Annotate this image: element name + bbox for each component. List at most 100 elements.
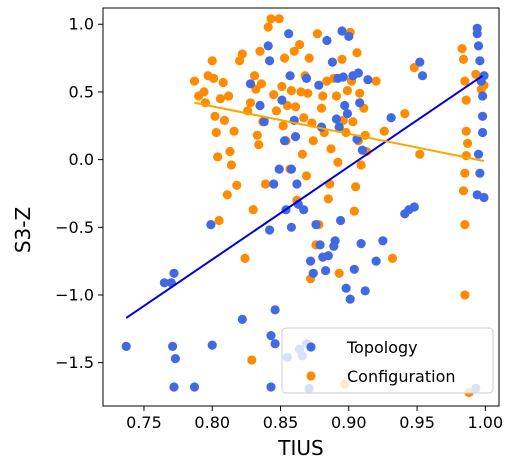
- point-topology: [274, 164, 284, 174]
- point-topology: [478, 91, 488, 101]
- point-configuration: [214, 215, 224, 226]
- y-axis-label: S3-Z: [11, 207, 35, 253]
- point-topology: [340, 100, 350, 111]
- point-configuration: [351, 182, 361, 192]
- point-topology: [337, 26, 347, 36]
- y-tick-label: −0.5: [55, 218, 94, 237]
- point-topology: [255, 100, 265, 111]
- legend: Topology Configuration: [281, 327, 494, 394]
- point-topology: [353, 68, 363, 78]
- point-topology: [308, 268, 318, 278]
- point-configuration: [266, 14, 276, 24]
- point-configuration: [229, 126, 239, 136]
- point-configuration: [248, 205, 258, 215]
- point-configuration: [255, 46, 265, 56]
- point-configuration: [263, 22, 273, 32]
- point-topology: [168, 341, 178, 351]
- point-configuration: [213, 152, 223, 162]
- point-configuration: [210, 111, 220, 121]
- point-topology: [475, 168, 485, 178]
- point-configuration: [318, 91, 328, 101]
- point-topology: [169, 268, 179, 278]
- point-configuration: [199, 87, 209, 97]
- point-topology: [237, 314, 247, 324]
- point-configuration: [471, 69, 481, 79]
- point-topology: [121, 341, 131, 351]
- point-configuration: [400, 109, 410, 119]
- point-topology: [207, 340, 217, 350]
- point-topology: [473, 149, 484, 159]
- point-topology: [189, 382, 200, 392]
- fit-line-configuration: [194, 101, 485, 162]
- point-topology: [263, 41, 273, 51]
- point-configuration: [209, 73, 219, 83]
- point-topology: [417, 71, 428, 81]
- point-configuration: [245, 98, 256, 108]
- point-configuration: [355, 88, 365, 98]
- point-configuration: [387, 253, 398, 263]
- point-topology: [299, 205, 309, 215]
- point-topology: [159, 278, 169, 288]
- x-tick-label: 0.95: [399, 413, 435, 432]
- point-configuration: [250, 71, 260, 81]
- point-topology: [290, 132, 301, 142]
- point-configuration: [256, 79, 266, 89]
- point-configuration: [271, 106, 281, 116]
- point-topology: [323, 251, 333, 261]
- point-configuration: [312, 29, 322, 39]
- point-topology: [259, 117, 269, 127]
- point-configuration: [342, 86, 352, 96]
- point-configuration: [286, 86, 296, 96]
- point-configuration: [415, 149, 425, 159]
- point-topology: [315, 240, 325, 250]
- point-topology: [409, 202, 419, 212]
- point-topology: [478, 127, 488, 138]
- point-topology: [330, 236, 340, 246]
- point-topology: [270, 339, 280, 349]
- point-topology: [306, 256, 316, 266]
- point-topology: [169, 382, 179, 392]
- point-configuration: [247, 355, 257, 365]
- point-configuration: [356, 160, 366, 170]
- point-configuration: [457, 44, 467, 54]
- point-topology: [301, 73, 312, 83]
- point-configuration: [334, 268, 344, 278]
- point-configuration: [461, 126, 471, 136]
- point-topology: [269, 179, 279, 189]
- point-configuration: [274, 14, 284, 24]
- point-topology: [206, 220, 216, 230]
- point-topology: [338, 72, 348, 82]
- point-topology: [342, 109, 352, 119]
- axes: 0.75 0.80 0.85 0.90 0.95 1.00 −1.5 −1.0 −0.5 0.0 0…: [55, 7, 503, 432]
- point-configuration: [379, 126, 389, 136]
- legend-box: [281, 327, 494, 394]
- point-configuration: [299, 113, 309, 123]
- point-topology: [334, 122, 344, 132]
- point-topology: [355, 98, 365, 108]
- point-topology: [311, 220, 321, 230]
- point-configuration: [303, 88, 313, 98]
- point-configuration: [304, 53, 314, 63]
- fit-line-topology: [125, 74, 484, 319]
- point-topology: [270, 305, 280, 315]
- plot-frame: [102, 7, 500, 407]
- point-configuration: [222, 190, 232, 200]
- point-configuration: [224, 91, 234, 101]
- point-topology: [472, 29, 482, 39]
- y-tick-label: 0.5: [69, 82, 94, 101]
- plot-area: [121, 14, 489, 398]
- point-configuration: [460, 168, 470, 178]
- point-configuration: [461, 95, 471, 105]
- point-configuration: [322, 76, 332, 86]
- point-topology: [475, 56, 485, 66]
- x-axis-label: TIUS: [277, 436, 323, 460]
- point-configuration: [371, 76, 381, 86]
- point-configuration: [333, 157, 343, 167]
- point-topology: [371, 256, 381, 266]
- point-configuration: [308, 136, 318, 146]
- point-configuration: [337, 54, 347, 64]
- point-topology: [479, 192, 489, 203]
- point-topology: [331, 114, 342, 124]
- x-tick-label: 0.85: [263, 413, 299, 432]
